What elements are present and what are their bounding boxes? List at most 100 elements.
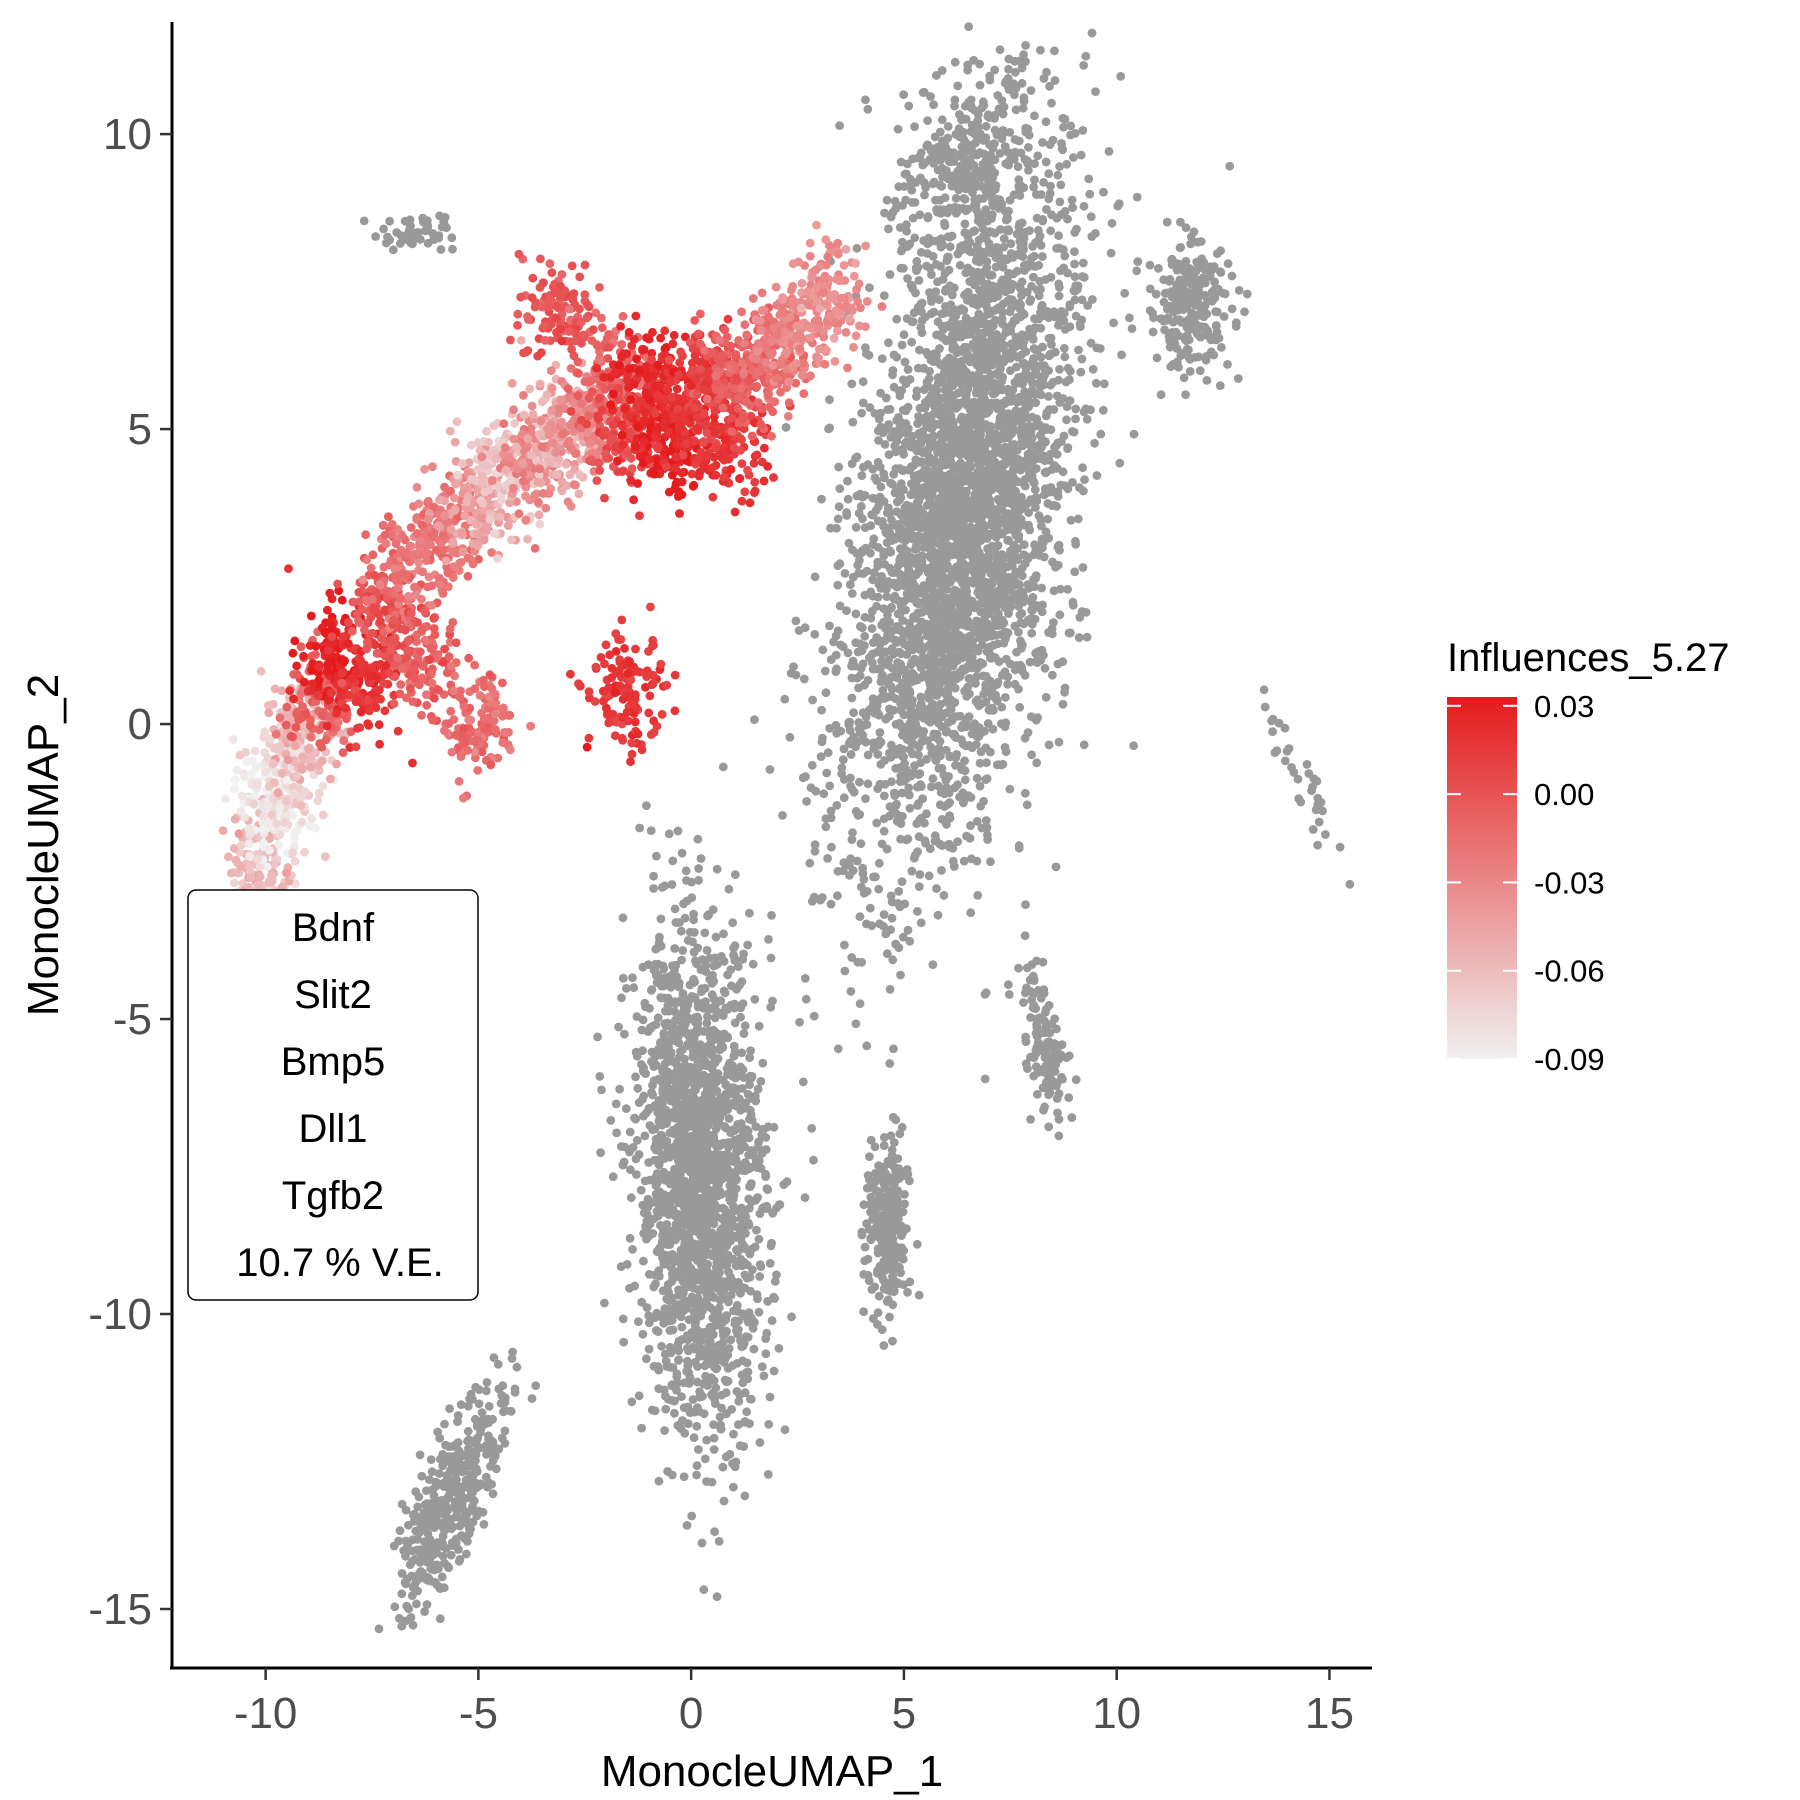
cluster-point: [1047, 629, 1057, 639]
cluster-point: [934, 494, 944, 504]
cluster-point: [986, 520, 996, 530]
cluster-point: [980, 477, 990, 487]
cluster-point: [939, 891, 949, 900]
cluster-point: [799, 674, 809, 684]
cluster-point: [1053, 560, 1063, 570]
cluster-point: [1070, 272, 1080, 281]
cluster-point: [898, 237, 907, 247]
cluster-point: [919, 589, 929, 598]
cluster-point: [1024, 508, 1033, 517]
cluster-point: [955, 387, 965, 397]
cluster-point: [956, 558, 966, 568]
cluster-point: [962, 831, 971, 841]
cluster-point: [692, 1470, 701, 1480]
cluster-point: [879, 826, 889, 836]
cluster-point: [862, 1041, 872, 1051]
cluster-point: [711, 960, 720, 970]
cluster-point: [994, 600, 1004, 609]
cluster-point: [966, 821, 975, 830]
cluster-point: [963, 682, 973, 692]
cluster-point: [800, 974, 810, 983]
cluster-point: [998, 278, 1008, 287]
cluster-point: [931, 607, 940, 617]
cluster-point: [1003, 680, 1012, 689]
cluster-point: [1009, 316, 1019, 326]
cluster-point: [884, 711, 894, 721]
cluster-point: [974, 554, 984, 563]
cluster-point: [875, 695, 884, 704]
cluster-point: [1015, 426, 1025, 435]
cluster-point: [676, 1424, 686, 1433]
cluster-point: [1115, 458, 1125, 468]
cluster-point: [908, 461, 918, 471]
cluster-point: [933, 277, 942, 287]
cluster-point: [928, 537, 938, 546]
cluster-point: [826, 899, 836, 909]
cluster-point: [823, 748, 833, 758]
cluster-point: [868, 664, 878, 674]
cluster-point: [751, 1096, 761, 1106]
cluster-point: [916, 918, 926, 928]
cluster-point: [947, 614, 957, 624]
cluster-point: [952, 533, 961, 543]
cluster-point: [890, 488, 900, 498]
cluster-point: [1058, 467, 1068, 477]
cluster-point: [960, 534, 970, 544]
cluster-point: [620, 1142, 630, 1152]
cluster-point: [847, 693, 857, 703]
cluster-point: [739, 1029, 749, 1038]
cluster-point: [857, 408, 866, 418]
cluster-point: [834, 462, 844, 472]
cluster-point: [905, 745, 915, 754]
cluster-point: [1046, 380, 1055, 390]
cluster-point: [1038, 252, 1047, 261]
cluster-point: [1107, 218, 1117, 228]
cluster-point: [703, 1012, 712, 1021]
cluster-point: [1044, 313, 1054, 323]
cluster-point: [901, 379, 911, 388]
cluster-point: [858, 708, 868, 718]
cluster-point: [904, 790, 914, 800]
cluster-point: [1054, 231, 1063, 241]
cluster-point: [995, 472, 1005, 481]
cluster-point: [742, 1358, 752, 1368]
cluster-point: [842, 606, 851, 616]
cluster-point: [844, 718, 854, 728]
cluster-point: [997, 550, 1007, 559]
cluster-point: [1116, 72, 1126, 81]
cluster-point: [1069, 286, 1079, 295]
cluster-point: [965, 650, 975, 660]
grey-cluster: [750, 28, 1142, 1202]
cluster-point: [754, 1307, 764, 1317]
cluster-point: [897, 386, 907, 395]
cluster-point: [765, 765, 775, 774]
cluster-point: [993, 338, 1003, 348]
cluster-point: [631, 1072, 640, 1082]
cluster-point: [858, 863, 868, 873]
cluster-point: [846, 987, 856, 996]
cluster-point: [949, 713, 958, 723]
cluster-point: [993, 677, 1003, 687]
cluster-point: [1057, 315, 1067, 325]
cluster-point: [886, 633, 896, 643]
cluster-point: [1054, 279, 1064, 289]
cluster-point: [988, 433, 998, 443]
cluster-point: [962, 330, 971, 339]
cluster-point: [1038, 543, 1047, 553]
cluster-point: [937, 815, 947, 824]
cluster-point: [957, 500, 967, 510]
cluster-point: [854, 568, 863, 578]
cluster-point: [885, 404, 895, 414]
cluster-point: [904, 566, 913, 576]
cluster-point: [1032, 658, 1042, 667]
cluster-point: [861, 95, 870, 105]
cluster-point: [1064, 628, 1074, 638]
cluster-point: [843, 648, 853, 658]
cluster-point: [939, 370, 948, 380]
cluster-point: [752, 1290, 762, 1299]
cluster-point: [960, 583, 969, 593]
cluster-point: [634, 1317, 643, 1326]
cluster-point: [910, 441, 919, 450]
cluster-point: [879, 291, 889, 300]
cluster-point: [985, 510, 995, 520]
